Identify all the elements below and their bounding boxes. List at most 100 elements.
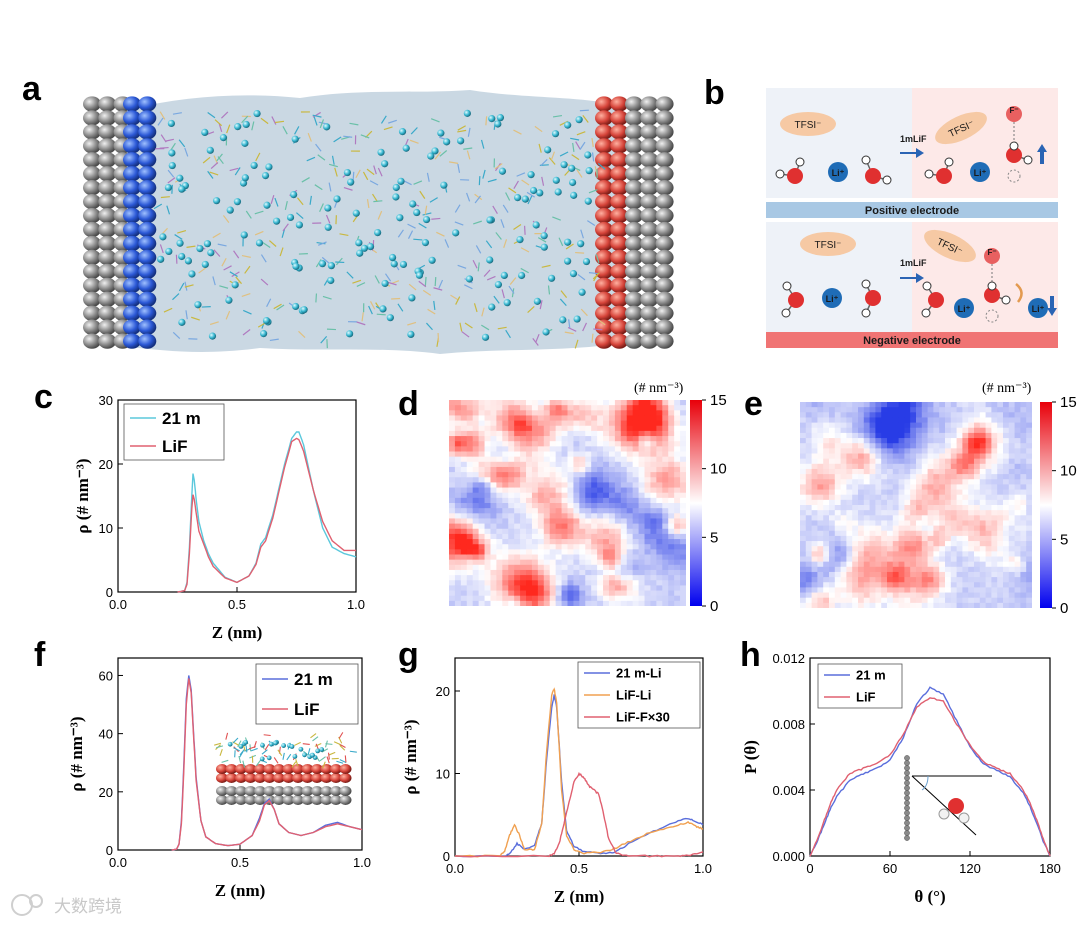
heatmap-cell [632, 446, 640, 453]
heatmap-cell [933, 432, 940, 439]
heatmap-cell [962, 551, 969, 558]
heatmap-cell [508, 585, 515, 592]
li-ion-sphere [569, 178, 577, 187]
water-molecule [921, 281, 944, 318]
solvent-bond [372, 193, 378, 202]
solvent-bond [322, 295, 332, 300]
heatmap-cell [496, 492, 503, 499]
heatmap-cell [531, 497, 539, 504]
heatmap-cell [549, 466, 557, 473]
li-ion-sphere [413, 208, 421, 217]
heatmap-cell [805, 474, 813, 480]
heatmap-cell [680, 436, 686, 442]
solvent-bond [177, 229, 187, 234]
graphite-atom [216, 795, 228, 805]
heatmap-cell [585, 430, 592, 437]
heatmap-cell [543, 456, 551, 463]
heatmap-cell [904, 530, 911, 537]
heatmap-cell [933, 479, 940, 485]
heatmap-cell [668, 405, 675, 411]
heatmap-cell [520, 508, 527, 514]
heatmap-cell [614, 539, 622, 545]
heatmap-cell [991, 582, 998, 588]
heatmap-cell [881, 443, 888, 449]
heatmap-cell [537, 569, 545, 576]
heatmap-cell [567, 590, 575, 597]
solvent-bond [209, 321, 219, 326]
heatmap-cell [543, 487, 551, 494]
heatmap-cell [496, 600, 503, 606]
heatmap-cell [638, 436, 646, 442]
colorbar-tick-label: 5 [1060, 531, 1068, 548]
heatmap-cell [817, 479, 824, 485]
heatmap-cell [1008, 520, 1016, 527]
li-ion-sphere [292, 754, 298, 759]
heatmap-cell [945, 494, 952, 501]
heatmap-cell [520, 487, 527, 494]
heatmap-cell [603, 508, 610, 514]
heatmap-cell [508, 600, 515, 606]
heatmap-cell [644, 523, 652, 530]
heatmap-cell [1014, 499, 1021, 506]
heatmap-cell [817, 546, 824, 552]
solvent-bond [233, 747, 240, 752]
heatmap-cell [939, 484, 946, 491]
heatmap-cell [829, 582, 836, 588]
heatmap-cell [460, 420, 468, 427]
li-ion-sphere [584, 197, 592, 205]
heatmap-cell [817, 422, 824, 429]
heatmap-cell [904, 479, 911, 485]
heatmap-cell [869, 463, 876, 470]
heatmap-cell [680, 451, 686, 458]
heatmap-cell [597, 405, 604, 411]
heatmap-cell [537, 420, 545, 427]
li-ion-sphere [298, 746, 304, 752]
heatmap-cell [520, 528, 527, 535]
heatmap-cell [979, 520, 987, 527]
heatmap-cell [869, 571, 876, 578]
heatmap-cell [904, 525, 911, 532]
heatmap-cell [1008, 510, 1016, 516]
heatmap-cell [997, 427, 1004, 434]
solvent-bond [349, 750, 357, 753]
heatmap-cell [817, 577, 824, 583]
heatmap-cell [579, 405, 586, 411]
heatmap-cell [869, 566, 876, 573]
heatmap-cell [881, 489, 888, 496]
heatmap-cell [449, 425, 456, 432]
heatmap-cell [472, 451, 480, 458]
li-ion-sphere [582, 257, 591, 266]
heatmap-cell [1026, 499, 1032, 506]
heatmap-cell [573, 410, 580, 417]
heatmap-cell [811, 427, 818, 434]
heatmap-cell [537, 477, 545, 483]
heatmap-cell [680, 575, 686, 581]
heatmap-cell [449, 559, 456, 566]
heatmap-cell [927, 479, 934, 485]
heatmap-cell [956, 453, 963, 460]
heatmap-cell [514, 456, 521, 463]
heatmap-cell [1003, 556, 1010, 563]
electrode-atom [655, 263, 674, 280]
heatmap-cell [603, 415, 610, 422]
heatmap-cell [916, 499, 923, 506]
heatmap-cell [472, 508, 480, 514]
heatmap-cell [561, 405, 569, 411]
electrode-atom [655, 166, 674, 182]
heatmap-cell [466, 549, 474, 556]
solvent-bond [376, 313, 386, 316]
heatmap-cell [840, 412, 847, 419]
heatmap-cell [1020, 561, 1027, 568]
interface-snapshot-inset [214, 732, 357, 805]
heatmap-cell [921, 474, 929, 480]
heatmap-cell [591, 569, 598, 576]
solvent-bond [477, 262, 480, 272]
heatmap-cell [834, 520, 842, 527]
electrode-atom [625, 333, 643, 349]
heatmap-cell [950, 582, 958, 588]
li-ion-sphere [355, 239, 363, 247]
heatmap-cell [805, 448, 813, 455]
heatmap-cell [846, 551, 853, 558]
solvent-bond [537, 237, 547, 243]
heatmap-cell [805, 453, 813, 460]
